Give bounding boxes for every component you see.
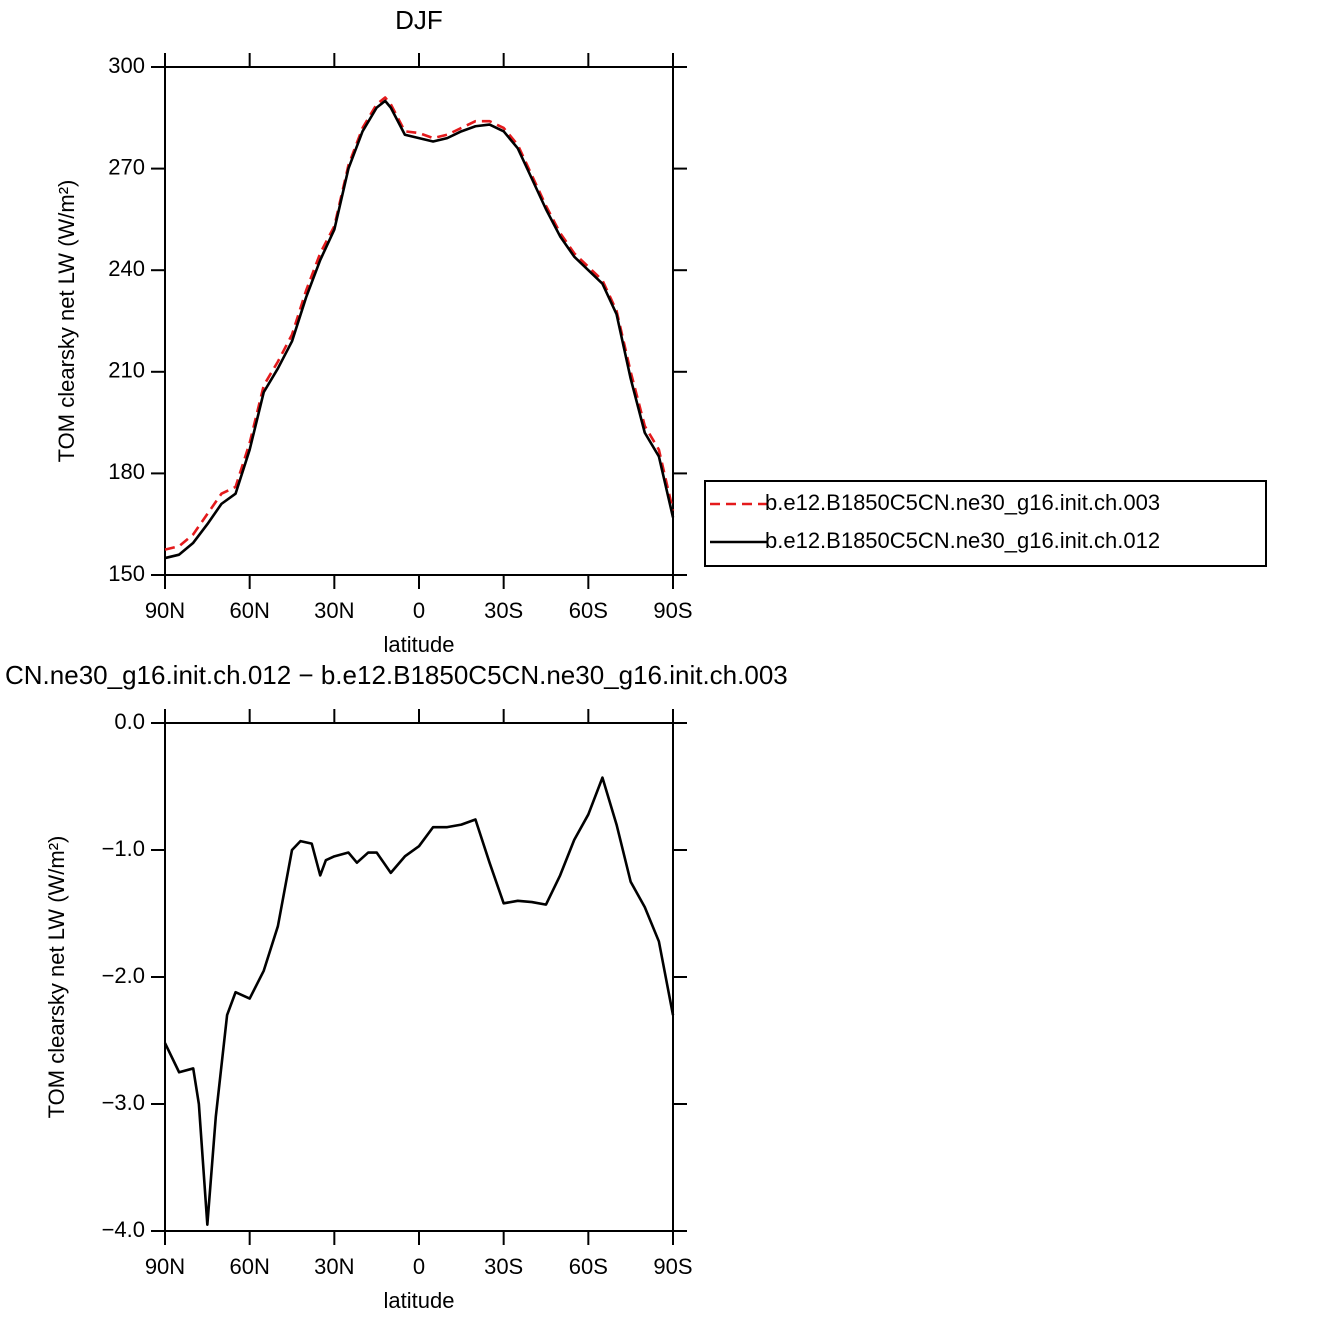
x-tick-label: 0 [413,598,425,623]
y-tick-label: 180 [108,459,145,484]
y-tick-label: 240 [108,256,145,281]
x-tick-label: 90N [145,1254,185,1279]
x-tick-label: 30N [314,1254,354,1279]
x-axis-label: latitude [384,632,455,657]
x-tick-label: 60S [569,598,608,623]
y-tick-label: −2.0 [102,963,145,988]
y-tick-label: 150 [108,561,145,586]
y-tick-label: 300 [108,53,145,78]
legend-box [704,480,1267,567]
data-line [164,99,675,560]
data-line [164,96,675,551]
y-tick-label: 270 [108,154,145,179]
x-tick-label: 60N [229,598,269,623]
y-axis-label: TOM clearsky net LW (W/m²) [54,180,79,463]
y-axis-label: TOM clearsky net LW (W/m²) [44,836,69,1119]
x-tick-label: 0 [413,1254,425,1279]
y-tick-label: −3.0 [102,1090,145,1115]
legend-label: b.e12.B1850C5CN.ne30_g16.init.ch.003 [765,490,1160,515]
x-tick-label: 60S [569,1254,608,1279]
x-axis-label: latitude [384,1288,455,1313]
chart-title: CN.ne30_g16.init.ch.012 − b.e12.B1850C5C… [5,660,788,690]
x-tick-label: 60N [229,1254,269,1279]
x-tick-label: 90S [653,598,692,623]
plot-frame [164,66,674,576]
legend-label: b.e12.B1850C5CN.ne30_g16.init.ch.012 [765,528,1160,553]
y-tick-label: 210 [108,358,145,383]
y-tick-label: 0.0 [114,709,145,734]
y-tick-label: −4.0 [102,1217,145,1242]
x-tick-label: 30S [484,1254,523,1279]
chart-title: DJF [395,5,443,35]
plot-frame [164,722,674,1232]
y-tick-label: −1.0 [102,836,145,861]
data-line [163,776,675,1226]
x-tick-label: 90N [145,598,185,623]
x-tick-label: 30S [484,598,523,623]
x-tick-label: 90S [653,1254,692,1279]
x-tick-label: 30N [314,598,354,623]
